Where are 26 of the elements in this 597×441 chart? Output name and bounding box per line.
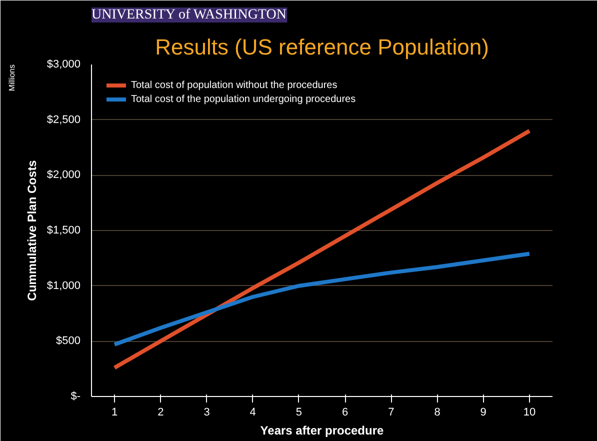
y-tick-label: $1,500 xyxy=(46,224,81,236)
legend-label: Total cost of the population undergoing procedures xyxy=(131,93,356,105)
line-series xyxy=(112,128,532,370)
text: UNIVERSITY of WASHINGTON xyxy=(92,8,286,22)
text: Millions xyxy=(8,64,16,92)
x-tick-label: 5 xyxy=(296,406,302,418)
y-axis-title: Cummulative Plan Costs xyxy=(24,160,39,301)
line-series xyxy=(112,252,532,346)
x-tick-label: 4 xyxy=(250,406,256,418)
x-tick-label: 1 xyxy=(111,406,118,418)
y-tick-label: $- xyxy=(70,390,81,402)
y-tick-label: $500 xyxy=(56,335,81,348)
x-axis-title: Years after procedure xyxy=(260,424,384,438)
y-tick-label: $2,500 xyxy=(46,114,81,126)
legend-label: Total cost of population without the procedures xyxy=(131,79,338,91)
x-tick-label: 6 xyxy=(342,406,348,418)
x-tick-label: 2 xyxy=(158,406,164,418)
chart-title: Results (US reference Population) xyxy=(155,34,489,60)
y-tick-label: $1,000 xyxy=(46,280,81,292)
x-tick-label: 9 xyxy=(480,406,486,418)
y-tick-label: $2,000 xyxy=(46,169,81,182)
y-tick-label: $3,000 xyxy=(46,58,81,70)
x-tick-label: 3 xyxy=(204,406,210,418)
x-tick-label: 7 xyxy=(388,406,394,418)
x-tick-label: 8 xyxy=(434,406,440,418)
x-tick-label: 10 xyxy=(523,406,536,418)
